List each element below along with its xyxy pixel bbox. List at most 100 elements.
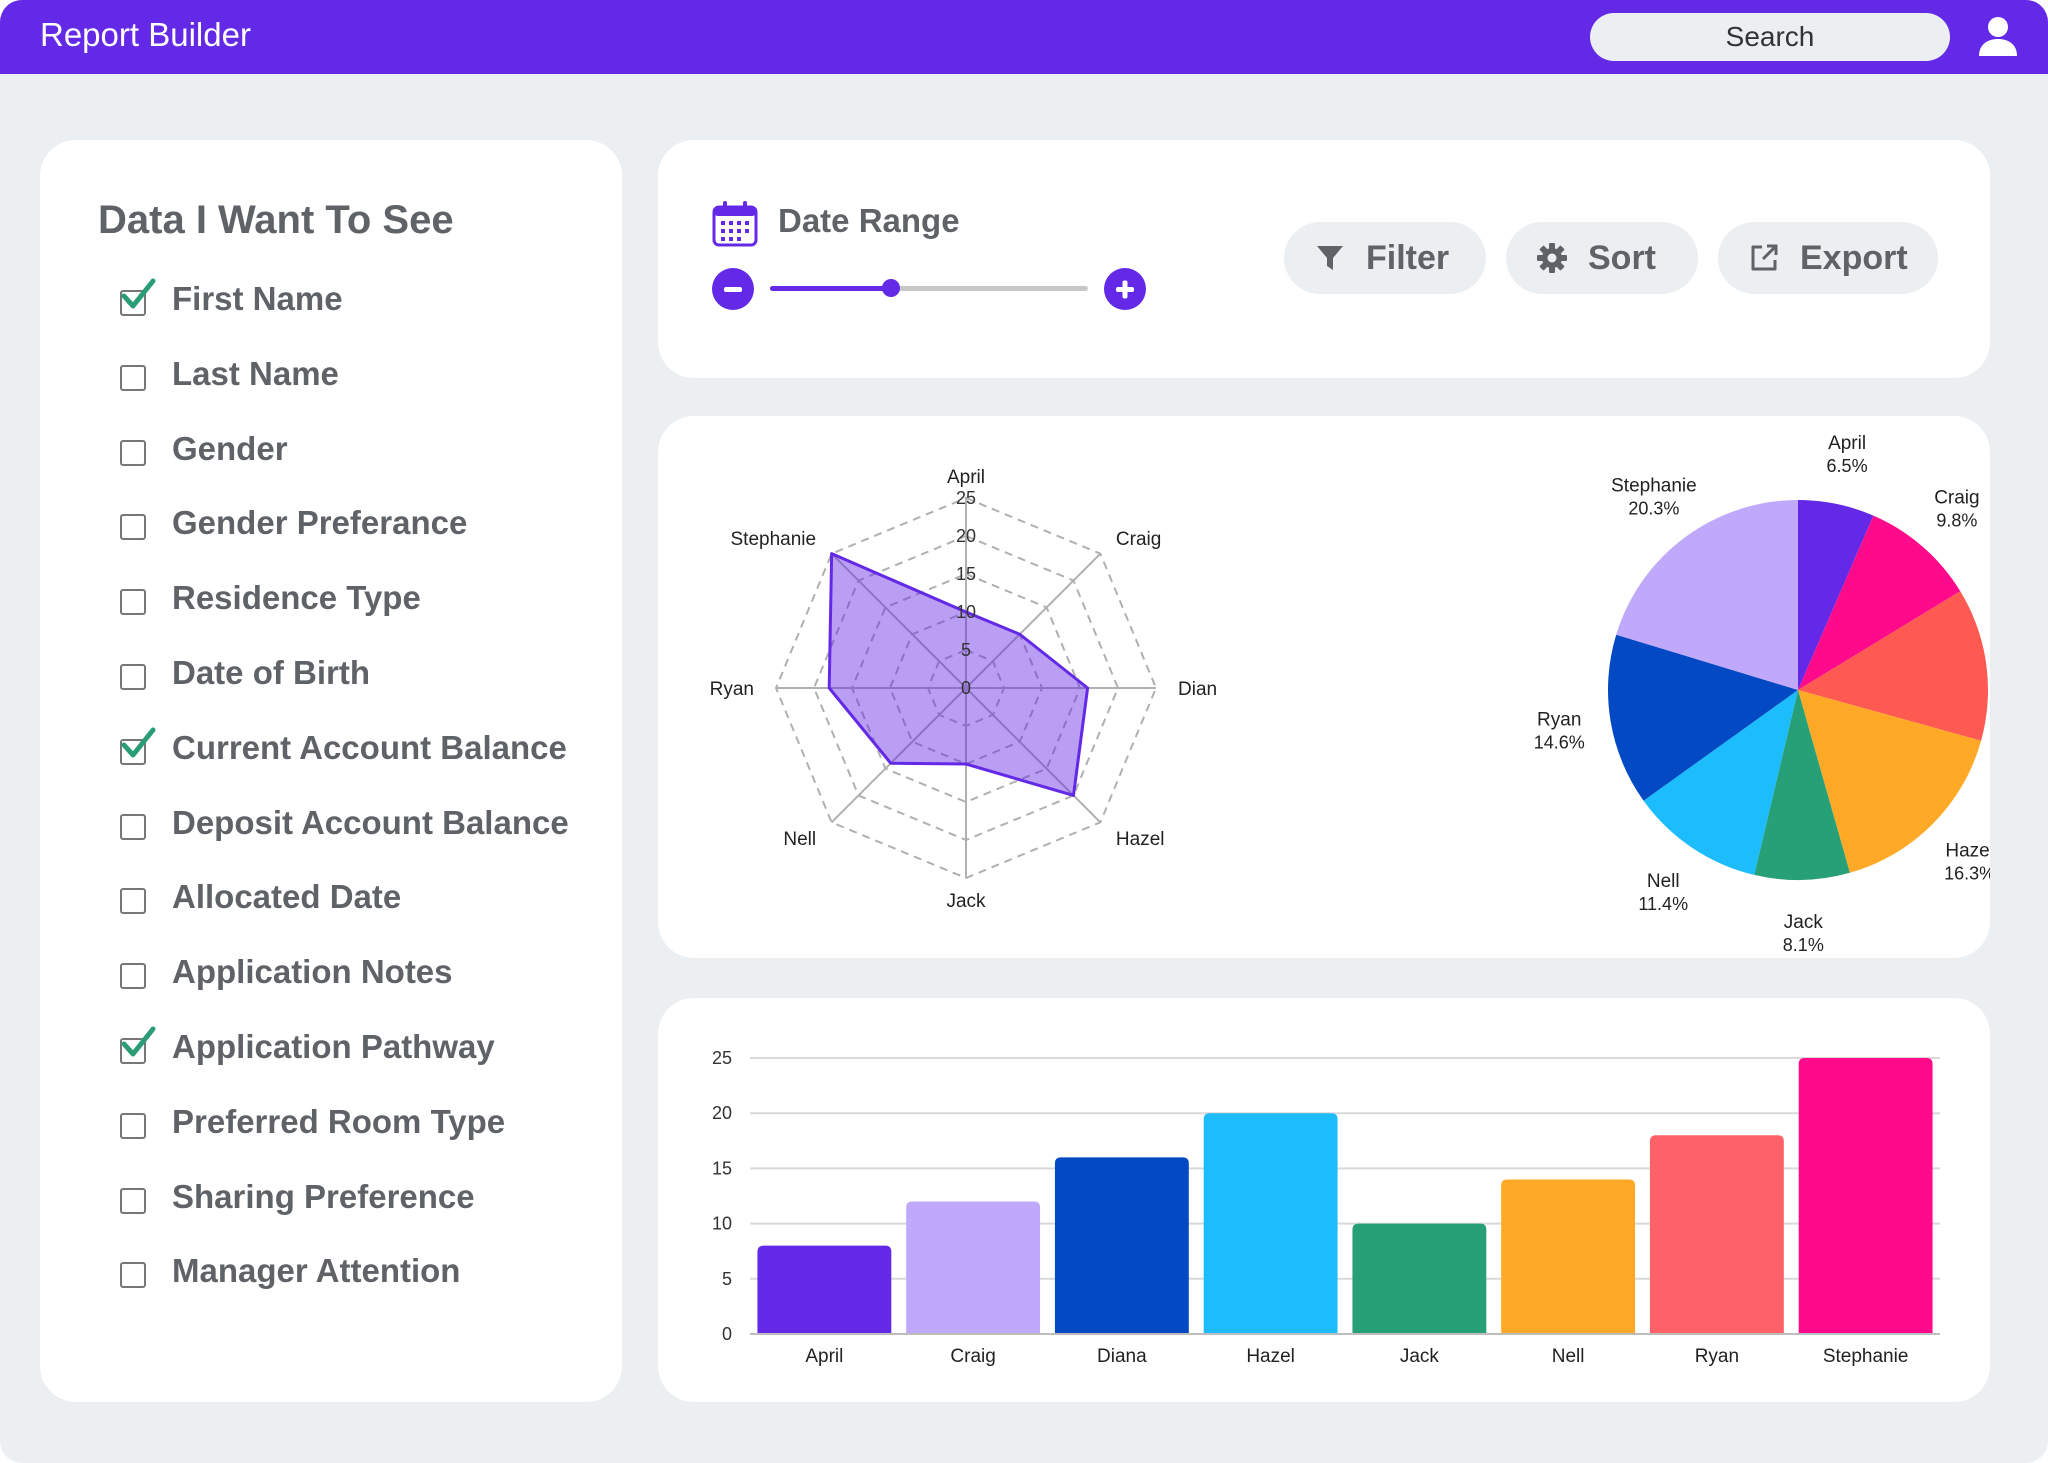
- checkbox[interactable]: [120, 1112, 146, 1139]
- pie-slice-ryan: [1608, 634, 1798, 801]
- pie-percent-hazel: 16.3%: [1944, 864, 1990, 884]
- bar-x-label-hazel: Hazel: [1246, 1346, 1295, 1367]
- export-button[interactable]: Export: [1718, 222, 1938, 294]
- bar-diana: [1054, 1157, 1189, 1334]
- pie-percent-craig: 9.8%: [1936, 510, 1977, 530]
- radar-label-craig: Craig: [1116, 529, 1161, 550]
- bar-april: [757, 1245, 892, 1334]
- export-label: Export: [1800, 239, 1908, 277]
- bar-y-tick-label: 25: [712, 1048, 732, 1068]
- checkbox[interactable]: [120, 888, 146, 915]
- pie-label-nell: Nell: [1647, 871, 1680, 892]
- date-range-label: Date Range: [778, 202, 960, 239]
- radar-tick-label: 0: [961, 678, 971, 698]
- checkmark-icon: [121, 727, 156, 758]
- field-label: Date of Birth: [172, 653, 370, 691]
- bar-y-tick-label: 15: [712, 1158, 732, 1178]
- checkbox[interactable]: [120, 439, 146, 466]
- bar-chart: 0 5 10 15 20 25 April Craig Diana Hazel Jack Nell Ry…: [712, 1048, 1940, 1367]
- pie-slice-jack: [1754, 690, 1850, 880]
- field-label: First Name: [172, 280, 343, 317]
- bar-ryan: [1649, 1135, 1784, 1334]
- radar-axis: [965, 552, 1102, 689]
- sort-label: Sort: [1588, 239, 1656, 277]
- radar-tick-label: 5: [961, 640, 971, 660]
- bar-x-label-stephanie: Stephanie: [1823, 1346, 1909, 1367]
- checkbox[interactable]: [120, 364, 146, 391]
- slider-fill: [770, 286, 891, 291]
- bar-y-tick-label: 5: [722, 1269, 732, 1289]
- bar-x-label-ryan: Ryan: [1695, 1346, 1739, 1367]
- zoom-out-button[interactable]: [712, 268, 754, 310]
- pie-slice-diana: [1798, 591, 1988, 741]
- zoom-in-button[interactable]: [1104, 268, 1146, 310]
- radar-series: [827, 552, 1090, 797]
- filter-button[interactable]: Filter: [1284, 222, 1486, 294]
- pie-slice-nell: [1643, 690, 1798, 875]
- radar-label-stephanie: Stephanie: [731, 529, 817, 550]
- bar-x-label-jack: Jack: [1400, 1346, 1440, 1367]
- export-icon: [1751, 244, 1778, 271]
- checkbox[interactable]: [120, 278, 156, 316]
- field-label: Preferred Room Type: [172, 1102, 506, 1140]
- checkbox[interactable]: [120, 663, 146, 690]
- checkmark-icon: [121, 278, 156, 309]
- bar-y-tick-label: 10: [712, 1214, 732, 1234]
- bar-x-label-diana: Diana: [1097, 1346, 1147, 1367]
- pie-label-ryan: Ryan: [1537, 709, 1581, 730]
- bar-hazel: [1203, 1113, 1338, 1334]
- radar-label-nell: Nell: [783, 829, 816, 850]
- bar-x-label-april: April: [805, 1346, 843, 1367]
- checkbox[interactable]: [120, 813, 146, 840]
- pie-label-jack: Jack: [1784, 912, 1824, 933]
- field-label: Application Pathway: [172, 1027, 495, 1065]
- field-label: Sharing Preference: [172, 1177, 475, 1215]
- field-label: Last Name: [172, 354, 339, 392]
- pie-percent-stephanie: 20.3%: [1628, 499, 1679, 519]
- field-label: Gender Preferance: [172, 504, 468, 542]
- bar-chart-panel: 0 5 10 15 20 25 April Craig Diana Hazel Jack Nell Ry…: [658, 998, 1990, 1402]
- bar-x-label-craig: Craig: [950, 1346, 995, 1367]
- user-icon[interactable]: [1976, 14, 2020, 58]
- search-input[interactable]: Search: [1590, 13, 1950, 61]
- checkbox[interactable]: [120, 963, 146, 990]
- checkbox[interactable]: [120, 1187, 146, 1214]
- pie-label-april: April: [1828, 433, 1866, 454]
- pie-percent-april: 6.5%: [1827, 456, 1868, 476]
- calendar-icon: [712, 201, 758, 247]
- bar-stephanie: [1798, 1058, 1933, 1334]
- sort-button[interactable]: Sort: [1506, 222, 1698, 294]
- charts-panel: 0510152025AprilCraigDianaHazelJackNellRy…: [658, 416, 1990, 958]
- bar-x-label-nell: Nell: [1552, 1346, 1585, 1367]
- gear-icon: [1537, 243, 1567, 273]
- checkbox[interactable]: [120, 514, 146, 541]
- checkbox[interactable]: [120, 1262, 146, 1289]
- bar-y-tick-label: 0: [722, 1324, 732, 1344]
- field-label: Gender: [172, 429, 288, 467]
- radar-label-diana: Diana: [1178, 679, 1218, 700]
- radar-axis: [830, 552, 967, 689]
- bar-jack: [1352, 1223, 1487, 1334]
- filter-icon: [1317, 246, 1343, 270]
- plus-icon: [1116, 280, 1134, 299]
- radar-grid-ring: [850, 572, 1082, 804]
- bar-y-tick-label: 20: [712, 1103, 732, 1123]
- radar-label-ryan: Ryan: [710, 679, 754, 700]
- field-label: Residence Type: [172, 579, 421, 617]
- pie-chart: April6.5%Craig9.8%Diana13%Hazel16.3%Jack…: [1534, 433, 1990, 955]
- radar-axis: [830, 687, 967, 824]
- radar-tick-label: 10: [956, 602, 976, 622]
- checkbox[interactable]: [120, 1026, 156, 1064]
- date-range-slider[interactable]: [770, 279, 1088, 297]
- pie-slice-april: [1798, 500, 1874, 690]
- bar-craig: [906, 1201, 1041, 1334]
- radar-tick-label: 15: [956, 564, 976, 584]
- field-selector-panel: Data I Want To See First Name Last Name Ge…: [40, 140, 622, 1402]
- slider-handle[interactable]: [881, 279, 900, 297]
- checkbox[interactable]: [120, 727, 156, 765]
- radar-label-jack: Jack: [946, 891, 986, 912]
- checkbox[interactable]: [120, 589, 146, 616]
- minus-icon: [724, 287, 742, 292]
- field-label: Allocated Date: [172, 878, 402, 916]
